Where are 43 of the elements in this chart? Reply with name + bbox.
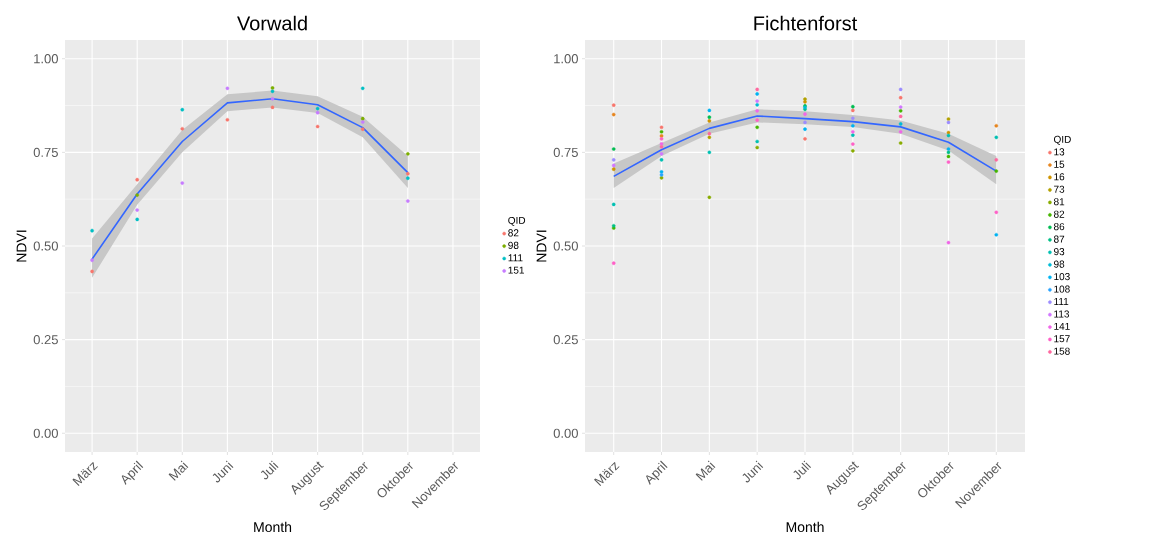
y-tick-label: 0.00 <box>553 428 578 438</box>
y-tick-label: 0.00 <box>33 428 58 438</box>
y-axis-title: NDVI <box>536 230 547 262</box>
legend-label: 93 <box>1054 248 1065 256</box>
legend-label: 15 <box>1054 160 1065 168</box>
x-tick-label: Mai <box>695 460 716 481</box>
y-tick-label: 0.75 <box>553 147 578 157</box>
y-tick-label: 0.50 <box>553 241 578 251</box>
legend-label: 157 <box>1054 335 1070 343</box>
legend-label: 151 <box>508 266 524 274</box>
legend-label: 81 <box>1053 198 1065 206</box>
legend-label: 86 <box>1053 223 1065 231</box>
legend-title: QID <box>1054 135 1071 145</box>
x-tick-label: Mai <box>168 460 189 481</box>
chart-title: Fichtenforst <box>754 15 858 31</box>
chart-title: Vorwald <box>237 15 307 31</box>
legend-label: 82 <box>1053 210 1065 218</box>
legend-label: 108 <box>1054 285 1070 293</box>
legend-title: QID <box>508 216 526 226</box>
legend-label: 141 <box>1054 322 1070 330</box>
legend-label: 87 <box>1053 235 1065 243</box>
legend-label: 98 <box>508 241 519 249</box>
legend-label: 73 <box>1054 185 1065 193</box>
x-axis-title: Month <box>786 521 824 533</box>
x-tick-label: Juli <box>260 460 279 480</box>
y-axis-title: NDVI <box>16 230 27 262</box>
y-tick-label: 0.25 <box>553 335 578 345</box>
legend-label: 103 <box>1054 273 1070 281</box>
legend-label: 98 <box>1054 260 1065 268</box>
legend-label: 111 <box>1054 298 1069 305</box>
y-tick-label: 0.75 <box>33 147 58 157</box>
x-axis-title: Month <box>254 521 292 533</box>
legend-label: 82 <box>508 229 519 237</box>
legend-label: 16 <box>1054 173 1065 181</box>
y-tick-label: 0.50 <box>33 241 58 251</box>
legend-label: 13 <box>1054 148 1065 156</box>
legend-label: 158 <box>1054 347 1070 355</box>
x-tick-label: Juli <box>793 460 812 480</box>
y-tick-label: 1.00 <box>34 54 58 64</box>
legend-label: 113 <box>1054 310 1070 318</box>
y-tick-label: 1.00 <box>554 54 578 64</box>
y-tick-label: 0.25 <box>33 335 58 345</box>
legend-label: 111 <box>508 254 523 262</box>
